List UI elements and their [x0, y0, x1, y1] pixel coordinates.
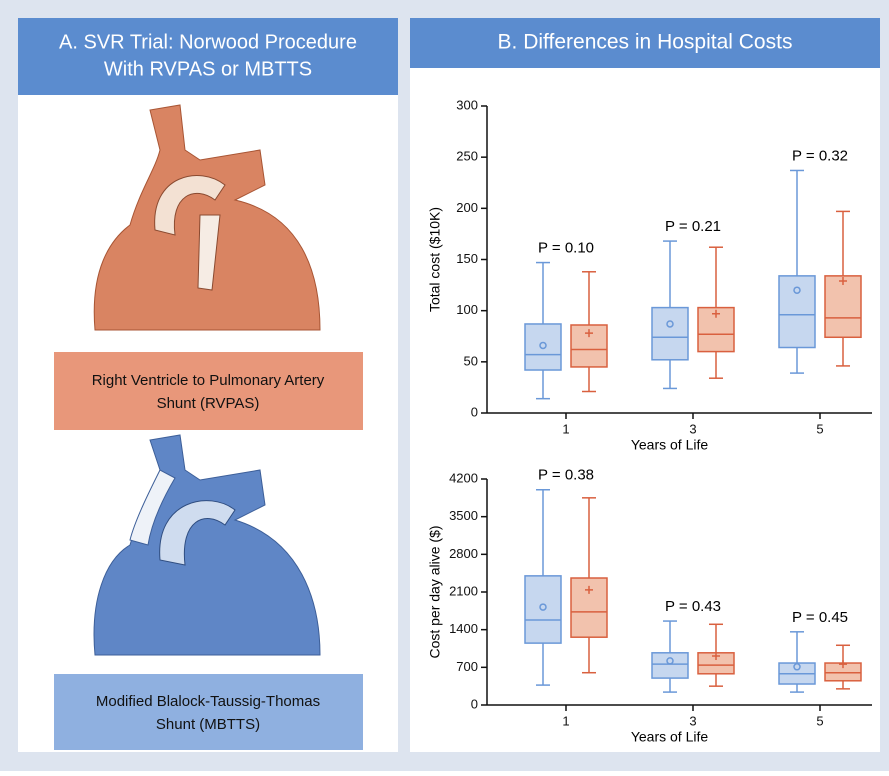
y-tick-label: 300	[456, 97, 478, 112]
x-tick-label: 1	[562, 713, 569, 728]
y-tick-label: 4200	[449, 470, 478, 485]
y-tick-label: 0	[471, 696, 478, 711]
x-axis-label: Years of Life	[631, 729, 709, 745]
x-tick-label: 5	[816, 713, 823, 728]
y-tick-label: 150	[456, 251, 478, 266]
panel-a-header	[18, 18, 398, 95]
p-value: P = 0.43	[665, 598, 721, 615]
x-tick-label: 3	[689, 421, 696, 436]
p-value: P = 0.10	[538, 240, 594, 257]
panel-a-title: A. SVR Trial: Norwood Procedure	[59, 31, 357, 53]
page: A. SVR Trial: Norwood Procedure With RVP…	[0, 0, 889, 776]
p-value: P = 0.45	[792, 609, 848, 626]
y-tick-label: 250	[456, 149, 478, 164]
y-tick-label: 3500	[449, 508, 478, 523]
box	[525, 324, 561, 370]
y-tick-label: 0	[471, 404, 478, 419]
y-tick-label: 2100	[449, 583, 478, 598]
box	[652, 653, 688, 678]
mbtts-label: Shunt (MBTTS)	[156, 716, 260, 733]
y-tick-label: 50	[464, 353, 478, 368]
y-tick-label: 1400	[449, 621, 478, 636]
y-axis-label: Total cost ($10K)	[427, 207, 443, 312]
p-value: P = 0.32	[792, 147, 848, 164]
mbtts-label-box	[54, 674, 363, 750]
box	[652, 308, 688, 360]
box	[825, 276, 861, 337]
rvpas-label: Right Ventricle to Pulmonary Artery	[92, 372, 325, 389]
panel-a-title: With RVPAS or MBTTS	[104, 58, 312, 80]
panel-b-title: B. Differences in Hospital Costs	[498, 31, 793, 54]
x-axis-label: Years of Life	[631, 437, 709, 453]
y-tick-label: 200	[456, 200, 478, 215]
y-tick-label: 700	[456, 659, 478, 674]
y-tick-label: 100	[456, 302, 478, 317]
rvpas-label-box	[54, 352, 363, 430]
rvpas-label: Shunt (RVPAS)	[157, 395, 260, 412]
p-value: P = 0.21	[665, 218, 721, 235]
x-tick-label: 1	[562, 421, 569, 436]
y-tick-label: 2800	[449, 546, 478, 561]
x-tick-label: 3	[689, 713, 696, 728]
x-tick-label: 5	[816, 421, 823, 436]
mbtts-label: Modified Blalock-Taussig-Thomas	[96, 693, 320, 710]
y-axis-label: Cost per day alive ($)	[427, 525, 443, 658]
panel-b	[410, 18, 880, 752]
p-value: P = 0.38	[538, 467, 594, 484]
figure: A. SVR Trial: Norwood Procedure With RVP…	[0, 0, 889, 771]
